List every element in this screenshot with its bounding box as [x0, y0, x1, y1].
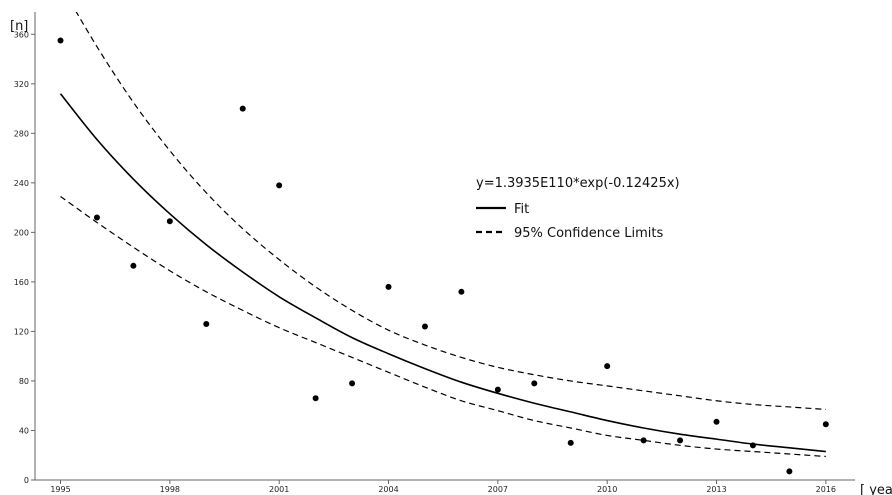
data-point: [239, 105, 246, 112]
data-point: [276, 182, 283, 189]
data-point: [312, 395, 319, 402]
y-tick-label: 80: [19, 377, 29, 386]
data-point: [567, 439, 574, 446]
data-point: [93, 214, 100, 221]
x-tick-label: 2001: [269, 485, 289, 494]
data-point: [57, 37, 64, 44]
data-point: [604, 363, 611, 370]
upper-confidence-line: [75, 12, 826, 411]
chart-axes: 0 40 80 120 160 200 240 280 320 360 1995 1998 2001 20…: [14, 12, 855, 494]
x-tick-label: 2007: [488, 485, 508, 494]
legend-confidence-label: 95% Confidence Limits: [514, 226, 663, 241]
y-tick-label: 360: [14, 30, 29, 39]
y-axis-label: [n]: [10, 19, 28, 34]
y-tick-label: 320: [14, 80, 29, 89]
data-point: [166, 218, 173, 225]
data-point: [494, 386, 501, 393]
fit-line: [59, 93, 826, 453]
y-tick-label: 280: [14, 129, 29, 138]
y-tick-label: 200: [14, 228, 29, 237]
data-point: [385, 283, 392, 290]
data-point: [822, 421, 829, 428]
legend-equation: y=1.3935E110*exp(-0.12425x): [476, 176, 680, 191]
legend-fit-label: Fit: [514, 202, 529, 217]
x-tick-label: 2016: [816, 485, 836, 494]
data-point: [203, 321, 210, 327]
y-tick-label: 240: [14, 179, 29, 188]
data-point: [130, 262, 137, 269]
x-tick-label: 2004: [378, 485, 398, 494]
y-tick-label: 160: [14, 278, 29, 287]
x-tick-label: 1995: [50, 485, 70, 494]
data-point: [349, 380, 356, 387]
x-axis-label: [ year ]: [860, 483, 892, 495]
data-point: [531, 380, 538, 387]
x-tick-label: 2013: [706, 485, 726, 494]
data-point: [640, 437, 647, 444]
y-tick-label: 40: [19, 426, 29, 435]
data-point: [713, 418, 720, 425]
x-tick-label: 2010: [597, 485, 617, 494]
data-point: [458, 288, 465, 295]
y-tick-label: 0: [24, 476, 29, 485]
data-point: [677, 437, 684, 444]
data-point: [421, 323, 428, 330]
lower-confidence-line: [60, 195, 826, 458]
legend: y=1.3935E110*exp(-0.12425x) Fit 95% Conf…: [476, 176, 680, 241]
data-point: [749, 442, 756, 449]
data-point: [786, 468, 793, 475]
chart-curves: [59, 12, 826, 458]
chart-points: [57, 37, 829, 475]
y-tick-label: 120: [14, 327, 29, 336]
x-tick-label: 1998: [160, 485, 180, 494]
